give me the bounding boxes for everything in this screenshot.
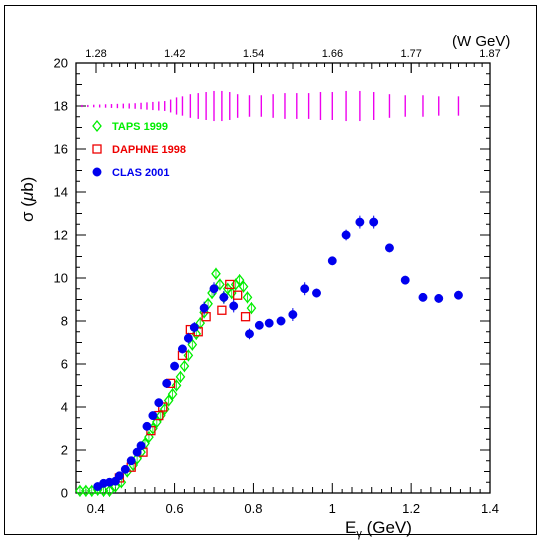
data-point <box>327 256 337 266</box>
systematic-band <box>81 90 460 122</box>
data-point <box>400 275 410 285</box>
y-tick-label: 6 <box>61 357 68 372</box>
data-point <box>126 456 136 466</box>
legend-label: TAPS 1999 <box>112 121 168 133</box>
y-tick-label: 12 <box>54 228 68 243</box>
data-point <box>183 349 194 362</box>
x-tick-label: 1.2 <box>402 501 420 516</box>
data-point <box>178 344 187 354</box>
data-point <box>151 416 162 429</box>
data-point <box>132 452 142 465</box>
data-point <box>369 217 379 227</box>
data-point <box>238 280 249 293</box>
data-point <box>246 302 257 315</box>
y-tick-label: 8 <box>61 314 68 329</box>
x-tick-label: 0.8 <box>244 501 262 516</box>
data-point <box>211 267 221 280</box>
data-point <box>217 305 227 315</box>
legend-label: DAPHNE 1998 <box>112 144 186 156</box>
data-point <box>179 360 190 373</box>
data-point <box>264 318 274 328</box>
y-tick-label: 14 <box>54 185 68 200</box>
top-tick-label: 1.87 <box>479 48 500 60</box>
data-point <box>418 292 428 302</box>
data-point <box>240 312 251 322</box>
legend-marker <box>92 167 102 177</box>
data-point <box>175 370 186 383</box>
data-point <box>120 464 130 474</box>
data-point <box>187 338 198 351</box>
data-point <box>209 284 219 294</box>
top-tick-label: 1.77 <box>400 48 421 60</box>
data-point <box>276 316 286 326</box>
y-tick-label: 18 <box>54 99 68 114</box>
legend-label: CLAS 2001 <box>112 167 169 179</box>
data-point <box>233 290 243 300</box>
data-point <box>163 394 174 407</box>
data-point <box>199 303 209 313</box>
data-point <box>434 293 444 303</box>
data-point <box>242 291 253 304</box>
figure-frame <box>4 5 537 535</box>
data-layer <box>75 215 463 497</box>
data-point <box>229 301 239 311</box>
data-point <box>162 378 172 388</box>
legend-marker <box>92 119 102 133</box>
top-tick-label: 1.28 <box>85 48 106 60</box>
data-point <box>142 421 152 431</box>
data-point <box>341 230 351 240</box>
y-tick-label: 4 <box>61 400 68 415</box>
data-point <box>219 292 229 302</box>
top-tick-label: 1.54 <box>243 48 264 60</box>
series-circle-filled <box>93 215 463 491</box>
data-point <box>300 284 310 294</box>
data-point <box>454 290 463 300</box>
data-point <box>114 471 124 481</box>
data-point <box>144 431 154 444</box>
top-tick-label: 1.66 <box>322 48 343 60</box>
data-point <box>154 398 164 408</box>
legend: TAPS 1999 DAPHNE 1998 CLAS 2001 <box>92 119 186 179</box>
data-point <box>355 217 365 227</box>
data-point <box>132 447 142 457</box>
x-tick-label: 0.4 <box>87 501 105 516</box>
data-point <box>148 411 158 421</box>
data-point <box>171 379 182 392</box>
data-point <box>167 388 178 401</box>
data-point <box>104 484 115 497</box>
x-axis-label: Eγ (GeV) <box>345 518 412 540</box>
data-point <box>312 288 321 298</box>
data-point <box>136 441 146 451</box>
y-tick-label: 2 <box>61 443 68 458</box>
data-point <box>183 333 193 343</box>
y-tick-label: 16 <box>54 142 68 157</box>
data-point <box>189 323 199 332</box>
data-point <box>201 312 211 322</box>
y-axis-label: σ (μb) <box>18 177 37 222</box>
x-tick-label: 1.4 <box>481 501 499 516</box>
data-point <box>170 361 180 371</box>
top-tick-label: 1.42 <box>164 48 185 60</box>
data-point <box>215 278 225 291</box>
data-point <box>288 310 298 319</box>
y-tick-label: 0 <box>61 486 68 501</box>
x-tick-label: 1 <box>329 501 336 516</box>
data-point <box>234 274 245 287</box>
data-point <box>225 279 235 290</box>
x-tick-label: 0.6 <box>166 501 184 516</box>
data-point <box>385 243 394 253</box>
legend-marker <box>92 144 102 154</box>
data-point <box>245 329 254 339</box>
y-tick-label: 10 <box>54 271 68 286</box>
data-point <box>254 320 264 330</box>
top-axis-label: (W GeV) <box>452 33 510 50</box>
y-tick-label: 20 <box>54 56 68 71</box>
axes-layer: 0.4 0.6 0.8 1 1.2 1.4 0 2 4 6 8 10 12 14 16 18 20 1.28 1.4… <box>54 48 501 516</box>
